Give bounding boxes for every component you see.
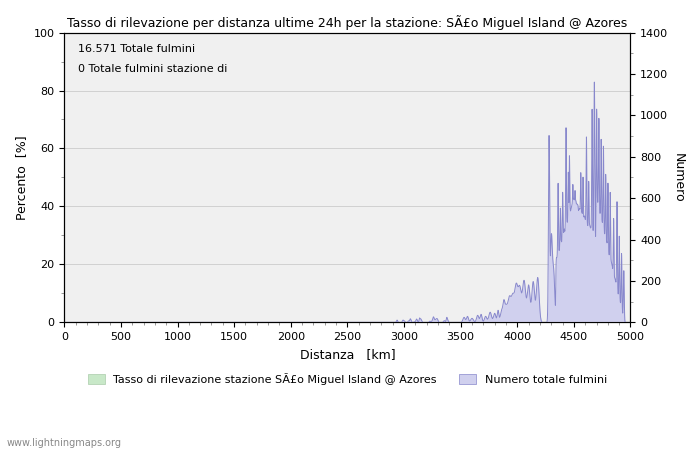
X-axis label: Distanza   [km]: Distanza [km] — [300, 348, 395, 361]
Title: Tasso di rilevazione per distanza ultime 24h per la stazione: SÃ£o Miguel Island: Tasso di rilevazione per distanza ultime… — [67, 15, 627, 30]
Text: 0 Totale fulmini stazione di: 0 Totale fulmini stazione di — [78, 64, 228, 74]
Legend: Tasso di rilevazione stazione SÃ£o Miguel Island @ Azores, Numero totale fulmini: Tasso di rilevazione stazione SÃ£o Migue… — [83, 369, 611, 389]
Text: 16.571 Totale fulmini: 16.571 Totale fulmini — [78, 44, 195, 54]
Text: www.lightningmaps.org: www.lightningmaps.org — [7, 438, 122, 448]
Y-axis label: Numero: Numero — [672, 153, 685, 202]
Y-axis label: Percento  [%]: Percento [%] — [15, 135, 28, 220]
